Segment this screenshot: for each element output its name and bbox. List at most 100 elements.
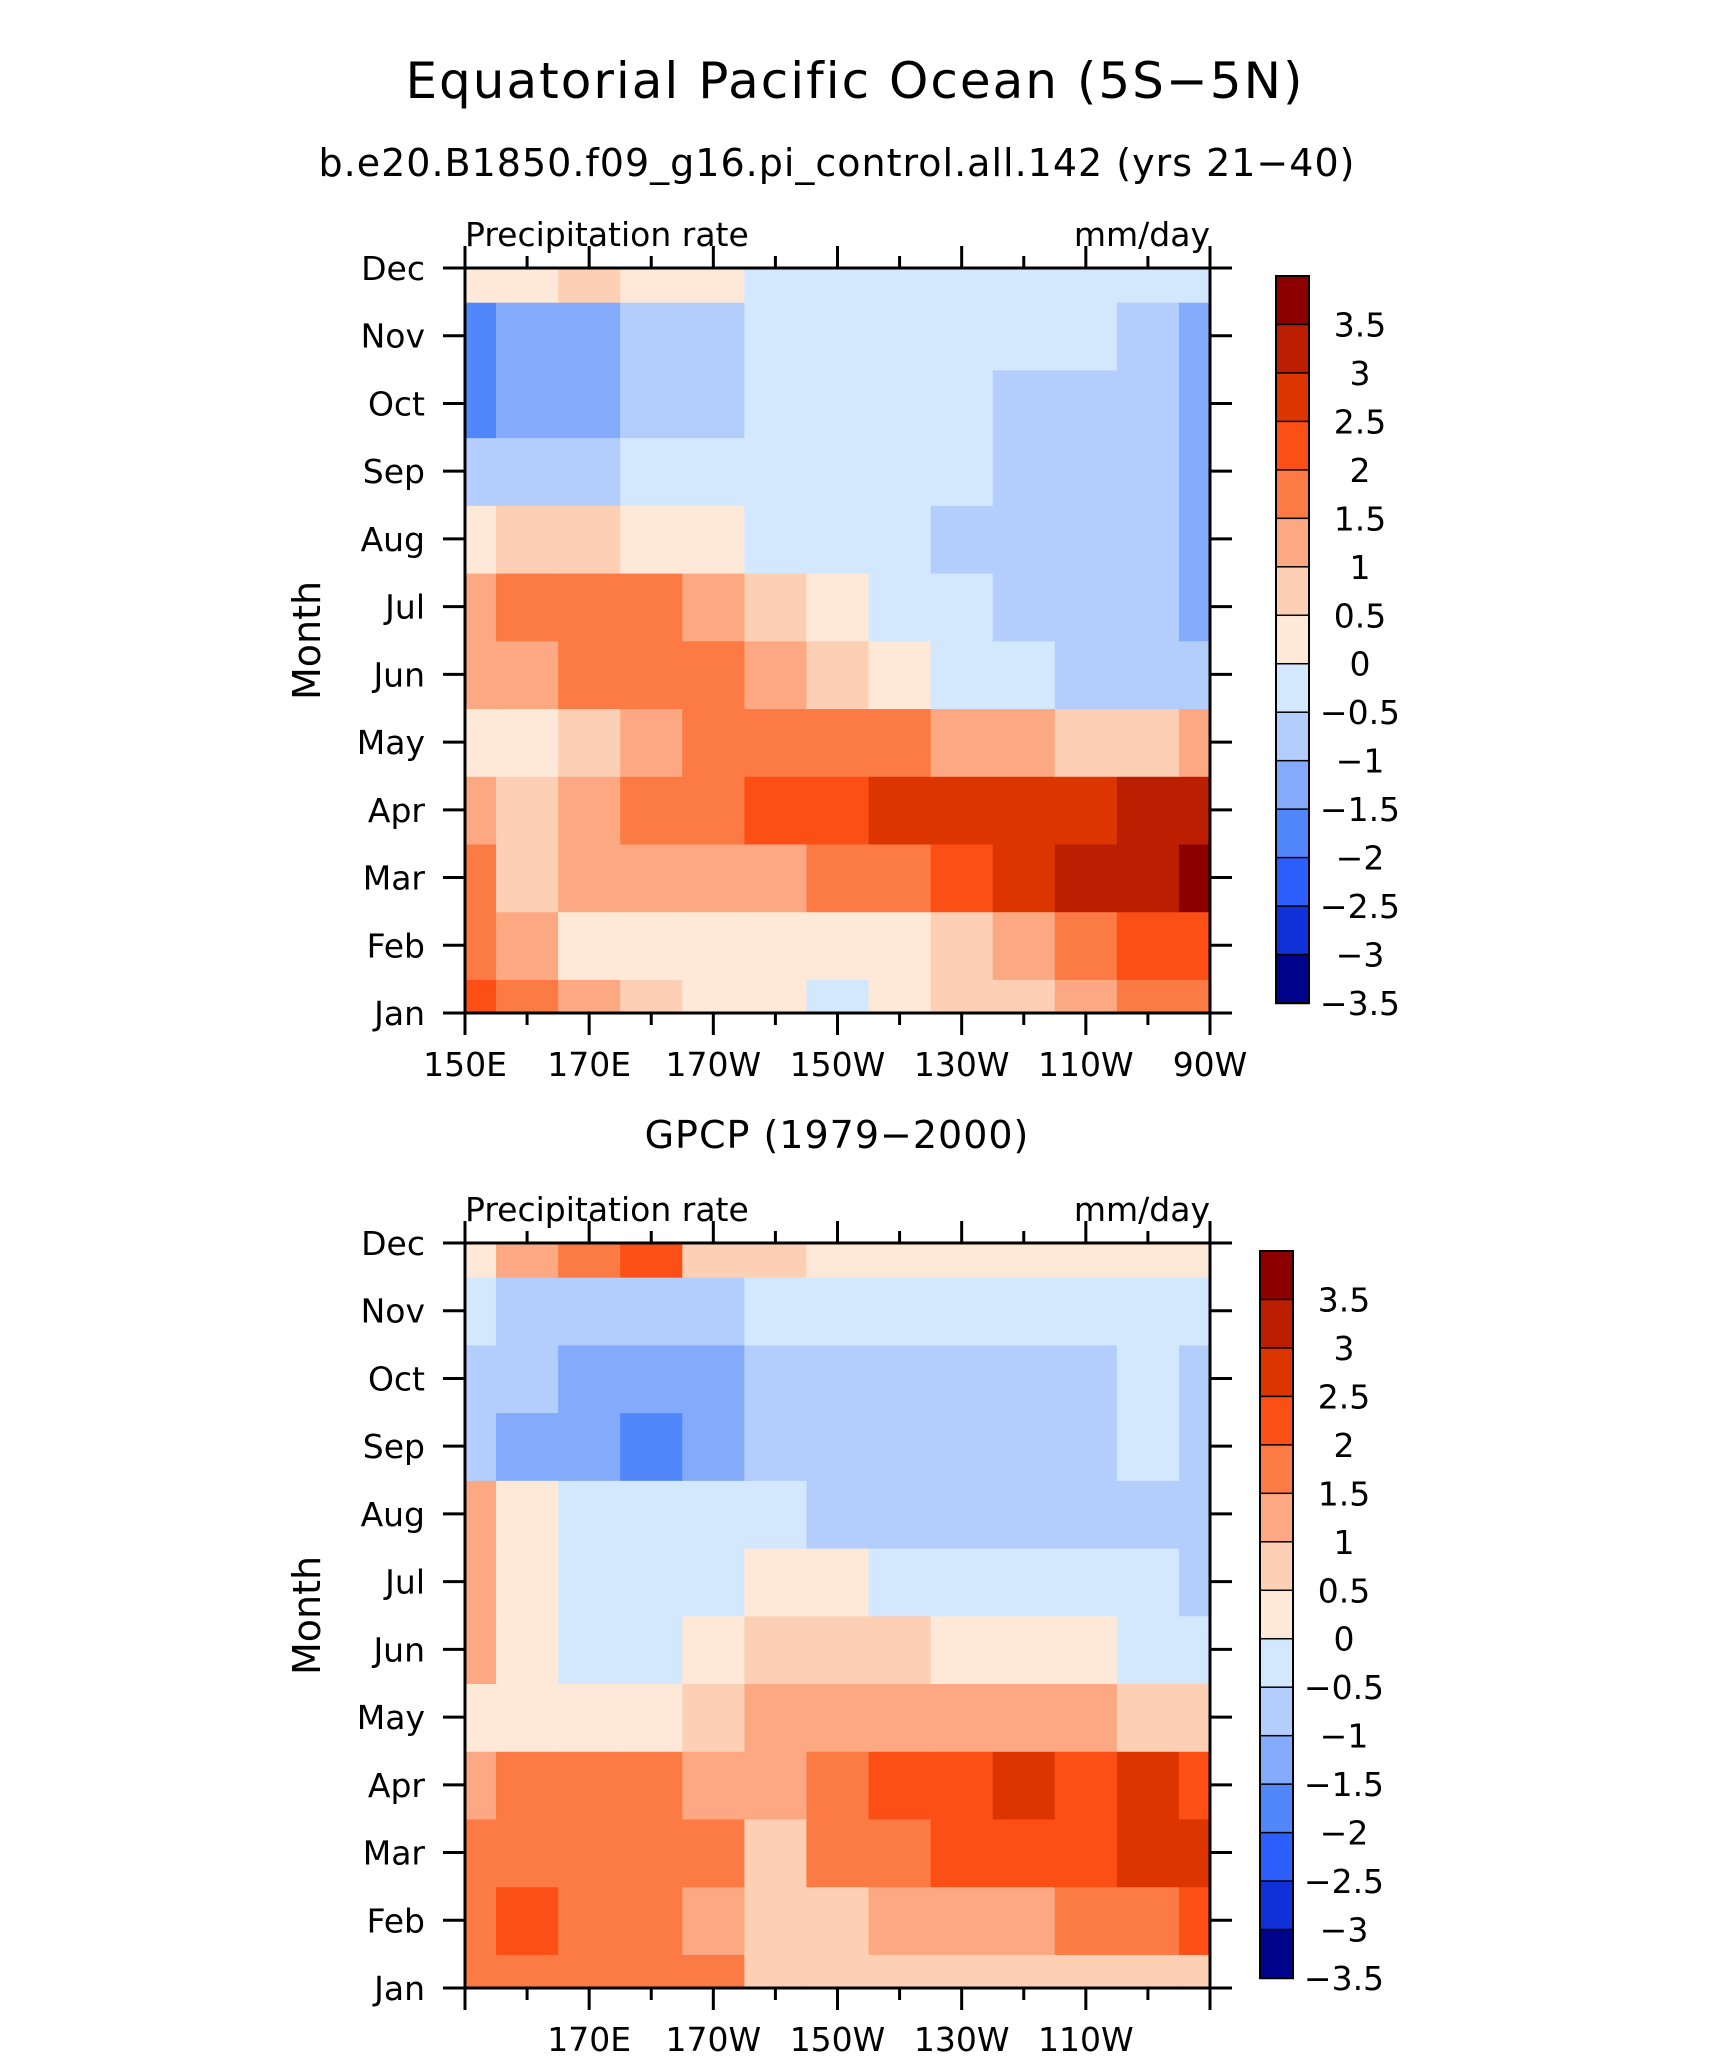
data-cell (465, 1243, 497, 1278)
data-cell (992, 708, 1056, 777)
units-label: mm/day (1074, 215, 1210, 254)
precipitation-rate-label: Precipitation rate (465, 215, 749, 254)
data-cell (992, 1818, 1056, 1888)
data-cell (806, 1615, 870, 1685)
colorbar-swatch (1259, 1541, 1294, 1592)
data-cell (1116, 979, 1180, 1013)
data-cell (465, 640, 497, 710)
colorbar-label: 2 (1350, 451, 1371, 490)
colorbar-swatch (1259, 1298, 1294, 1350)
colorbar-swatch (1275, 711, 1310, 762)
data-cell (496, 1412, 559, 1481)
data-cell (682, 268, 746, 303)
data-cell (1054, 911, 1118, 980)
data-cell (930, 843, 994, 913)
data-cell (558, 1750, 622, 1820)
colorbar-label: −1 (1336, 742, 1385, 781)
data-cell (496, 979, 559, 1013)
colorbar-label: 3 (1350, 354, 1371, 393)
data-cell (558, 572, 622, 642)
colorbar: 3.5 3 2.5 2 1.5 1 0.5 0 −0.5 −1 −1.5 −2 −2.5 −3 −3.5 (1259, 1250, 1384, 1998)
data-cell (744, 505, 808, 574)
data-cell (1054, 437, 1118, 506)
data-cell (465, 268, 497, 303)
data-cell (682, 775, 746, 845)
y-tick-label: Jan (372, 1969, 425, 2008)
data-cell (806, 505, 870, 574)
colorbar-swatch (1275, 808, 1310, 859)
colorbar-label: 2.5 (1334, 402, 1386, 441)
data-cell (744, 1886, 808, 1955)
x-tick-label: 170E (547, 1045, 631, 1084)
colorbar-label: −2 (1320, 1814, 1369, 1853)
data-cell (465, 1683, 497, 1752)
data-cell (1054, 843, 1118, 913)
data-cell (465, 1480, 497, 1549)
colorbar-swatch (1259, 1686, 1294, 1737)
data-cell (1054, 1480, 1118, 1549)
data-cell (1116, 640, 1180, 710)
data-cell (806, 1276, 870, 1346)
data-cell (496, 1954, 559, 1988)
data-cell (930, 708, 994, 777)
data-cell (806, 1547, 870, 1617)
data-cell (868, 1818, 932, 1888)
data-cell (930, 572, 994, 642)
data-cell (930, 1886, 994, 1955)
data-cell (744, 1615, 808, 1685)
data-cell (682, 708, 746, 777)
data-cell (992, 1547, 1056, 1617)
colorbar-swatch (1259, 1347, 1294, 1398)
data-cell (992, 369, 1056, 439)
data-cell (806, 369, 870, 439)
y-tick-label: Apr (368, 1766, 426, 1805)
colorbar-swatch (1275, 905, 1310, 956)
data-cell (1054, 369, 1118, 439)
data-cell (558, 1954, 622, 1988)
data-cell (682, 1276, 746, 1346)
data-cell (1054, 572, 1118, 642)
data-cell (1178, 1683, 1210, 1752)
data-cell (620, 1412, 684, 1481)
data-cell (1116, 437, 1180, 506)
data-cell (1178, 1276, 1210, 1346)
data-cell (992, 1243, 1056, 1278)
data-cell (1116, 1818, 1180, 1888)
data-cell (465, 1615, 497, 1685)
data-cell (1054, 708, 1118, 777)
data-cell (1178, 1412, 1210, 1481)
data-cell (868, 1344, 932, 1414)
data-cell (868, 1615, 932, 1685)
colorbar-swatch (1275, 420, 1310, 472)
colorbar-label: 3 (1334, 1329, 1355, 1368)
data-cell (620, 437, 684, 506)
y-tick-label: May (357, 723, 425, 762)
data-cell (930, 1750, 994, 1820)
data-cell (744, 911, 808, 980)
data-cell (930, 1344, 994, 1414)
data-cell (744, 708, 808, 777)
colorbar-label: −3.5 (1304, 1959, 1384, 1998)
data-cell (620, 1886, 684, 1955)
data-cell (620, 1683, 684, 1752)
data-cell (930, 1954, 994, 1988)
data-cell (496, 1886, 559, 1955)
data-cell (744, 1954, 808, 1988)
data-cell (744, 1480, 808, 1549)
data-cell (806, 268, 870, 303)
colorbar-label: 2.5 (1318, 1377, 1370, 1416)
data-cell (620, 1243, 684, 1278)
data-cell (558, 911, 622, 980)
data-cell (992, 301, 1056, 371)
data-cell (558, 1886, 622, 1955)
data-cell (1116, 1480, 1180, 1549)
data-cell (868, 1547, 932, 1617)
data-cell (806, 301, 870, 371)
data-cell (1178, 979, 1210, 1013)
y-tick-label: Sep (363, 452, 425, 491)
data-cell (1116, 843, 1180, 913)
contour-field (465, 268, 1210, 1013)
data-cell (744, 1750, 808, 1820)
data-cell (465, 979, 497, 1013)
